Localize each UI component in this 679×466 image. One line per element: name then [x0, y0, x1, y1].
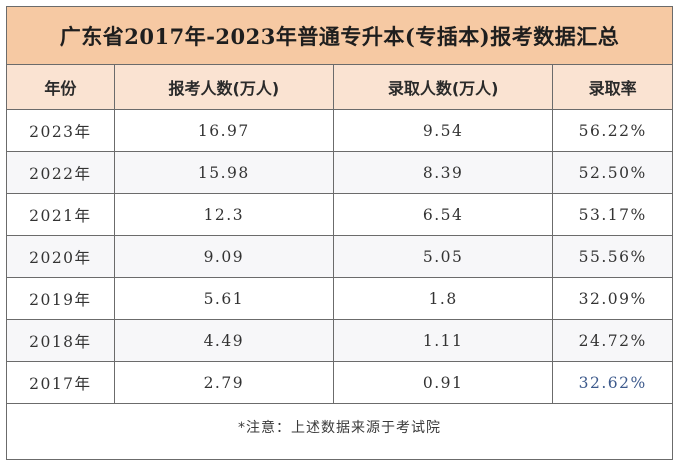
cell-admitted: 9.54 [333, 109, 554, 152]
column-header-year: 年份 [7, 65, 115, 110]
cell-admitted: 0.91 [333, 361, 554, 404]
header-row: 年份 报考人数(万人) 录取人数(万人) 录取率 [7, 65, 672, 110]
cell-rate: 32.09% [552, 277, 672, 320]
cell-rate: 53.17% [552, 193, 672, 236]
column-header-rate: 录取率 [552, 65, 672, 110]
column-header-applicants: 报考人数(万人) [114, 65, 334, 110]
table-row: 2018年 4.49 1.11 24.72% [7, 319, 672, 362]
cell-rate: 55.56% [552, 235, 672, 278]
cell-admitted: 1.8 [333, 277, 554, 320]
source-note: *注意：上述数据来源于考试院 [238, 420, 441, 436]
cell-year: 2020年 [7, 235, 115, 278]
cell-rate: 56.22% [552, 109, 672, 152]
cell-admitted: 8.39 [333, 151, 554, 194]
cell-rate: 32.62% [552, 361, 672, 404]
cell-applicants: 9.09 [114, 235, 334, 278]
cell-rate: 24.72% [552, 319, 672, 362]
table-row: 2021年 12.3 6.54 53.17% [7, 193, 672, 236]
data-summary-sheet: 广东省2017年-2023年普通专升本(专插本)报考数据汇总 年份 报考人数(万… [6, 6, 673, 460]
cell-admitted: 1.11 [333, 319, 554, 362]
cell-rate: 52.50% [552, 151, 672, 194]
cell-applicants: 2.79 [114, 361, 334, 404]
table-title: 广东省2017年-2023年普通专升本(专插本)报考数据汇总 [7, 7, 672, 65]
cell-year: 2017年 [7, 361, 115, 404]
cell-year: 2023年 [7, 109, 115, 152]
table-row: 2020年 9.09 5.05 55.56% [7, 235, 672, 278]
column-header-admitted: 录取人数(万人) [333, 65, 554, 110]
cell-admitted: 6.54 [333, 193, 554, 236]
table-row: 2022年 15.98 8.39 52.50% [7, 151, 672, 194]
cell-admitted: 5.05 [333, 235, 554, 278]
cell-applicants: 5.61 [114, 277, 334, 320]
cell-year: 2018年 [7, 319, 115, 362]
cell-applicants: 12.3 [114, 193, 334, 236]
cell-applicants: 4.49 [114, 319, 334, 362]
table-row: 2019年 5.61 1.8 32.09% [7, 277, 672, 320]
table-row: 2017年 2.79 0.91 32.62% [7, 361, 672, 404]
cell-applicants: 16.97 [114, 109, 334, 152]
cell-applicants: 15.98 [114, 151, 334, 194]
cell-year: 2022年 [7, 151, 115, 194]
cell-year: 2021年 [7, 193, 115, 236]
cell-year: 2019年 [7, 277, 115, 320]
table-row: 2023年 16.97 9.54 56.22% [7, 109, 672, 152]
admission-data-table: 年份 报考人数(万人) 录取人数(万人) 录取率 2023年 16.97 9.5… [7, 65, 672, 404]
